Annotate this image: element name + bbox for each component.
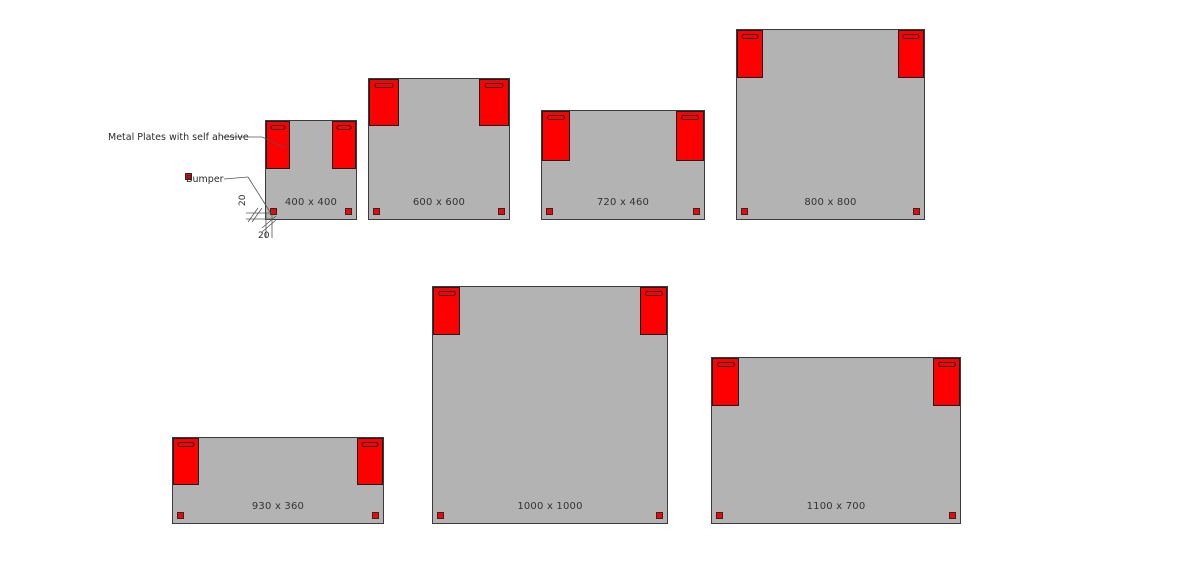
- panel-figure: 720 x 460: [541, 110, 705, 220]
- annotation-bumper: Bumper: [185, 173, 224, 185]
- bumper-bottom-left: [716, 512, 723, 519]
- metal-plate-right: [933, 358, 960, 406]
- bumper-bottom-right: [949, 512, 956, 519]
- panel-size-label: 600 x 600: [412, 197, 466, 208]
- bumper-bottom-right: [498, 208, 505, 215]
- bumper-bottom-left: [177, 512, 184, 519]
- metal-plate-right: [640, 287, 667, 335]
- metal-plate-left: [433, 287, 460, 335]
- bumper-bottom-left: [373, 208, 380, 215]
- metal-plate-right: [676, 111, 704, 161]
- panel-size-label: 400 x 400: [284, 197, 338, 208]
- metal-plate-right: [479, 79, 509, 126]
- metal-plate-left: [369, 79, 399, 126]
- dimension-label-vertical: 20: [238, 194, 248, 206]
- mounting-slot-icon: [336, 125, 352, 130]
- metal-plate-left: [266, 121, 290, 169]
- dim-tick-vertical-b: [251, 207, 263, 223]
- mounting-slot-icon: [716, 362, 735, 367]
- bumper-bottom-left: [741, 208, 748, 215]
- panel-figure: 400 x 400: [265, 120, 357, 220]
- mounting-slot-icon: [902, 34, 920, 39]
- mounting-slot-icon: [177, 442, 195, 447]
- mounting-slot-icon: [547, 115, 565, 120]
- dimension-label-horizontal: 20: [258, 231, 270, 241]
- panel-figure: 930 x 360: [172, 437, 384, 524]
- bumper-bottom-right: [372, 512, 379, 519]
- mounting-slot-icon: [741, 34, 759, 39]
- bumper-bottom-right: [656, 512, 663, 519]
- mounting-slot-icon: [937, 362, 956, 367]
- mounting-slot-icon: [361, 442, 379, 447]
- mounting-slot-icon: [681, 115, 699, 120]
- panel-figure: 800 x 800: [736, 29, 925, 220]
- dim-tick-vertical-a: [247, 207, 259, 223]
- metal-plate-left: [712, 358, 739, 406]
- mounting-slot-icon: [270, 125, 286, 130]
- panel-size-label: 1000 x 1000: [517, 501, 583, 512]
- panel-figure: 600 x 600: [368, 78, 510, 220]
- metal-plate-right: [332, 121, 356, 169]
- leader-line-bumper-horizontal: [223, 176, 249, 180]
- panel-size-label: 930 x 360: [251, 501, 305, 512]
- bumper-bottom-left: [437, 512, 444, 519]
- bumper-bottom-left: [270, 208, 277, 215]
- mounting-slot-icon: [437, 291, 456, 296]
- mounting-slot-icon: [644, 291, 663, 296]
- mounting-slot-icon: [484, 83, 504, 88]
- bumper-bottom-left: [546, 208, 553, 215]
- panel-figure: 1000 x 1000: [432, 286, 668, 524]
- metal-plate-right: [898, 30, 924, 78]
- panel-size-label: 800 x 800: [804, 197, 857, 208]
- panel-size-label: 1100 x 700: [806, 501, 866, 512]
- metal-plate-left: [542, 111, 570, 161]
- panel-size-label: 720 x 460: [596, 197, 650, 208]
- mounting-slot-icon: [374, 83, 394, 88]
- bumper-bottom-right: [345, 208, 352, 215]
- bumper-bottom-right: [913, 208, 920, 215]
- panel-figure: 1100 x 700: [711, 357, 961, 524]
- bumper-bottom-right: [693, 208, 700, 215]
- metal-plate-left: [737, 30, 763, 78]
- annotation-metal-plates: Metal Plates with self ahesive: [108, 132, 249, 143]
- metal-plate-right: [357, 438, 383, 485]
- metal-plate-left: [173, 438, 199, 485]
